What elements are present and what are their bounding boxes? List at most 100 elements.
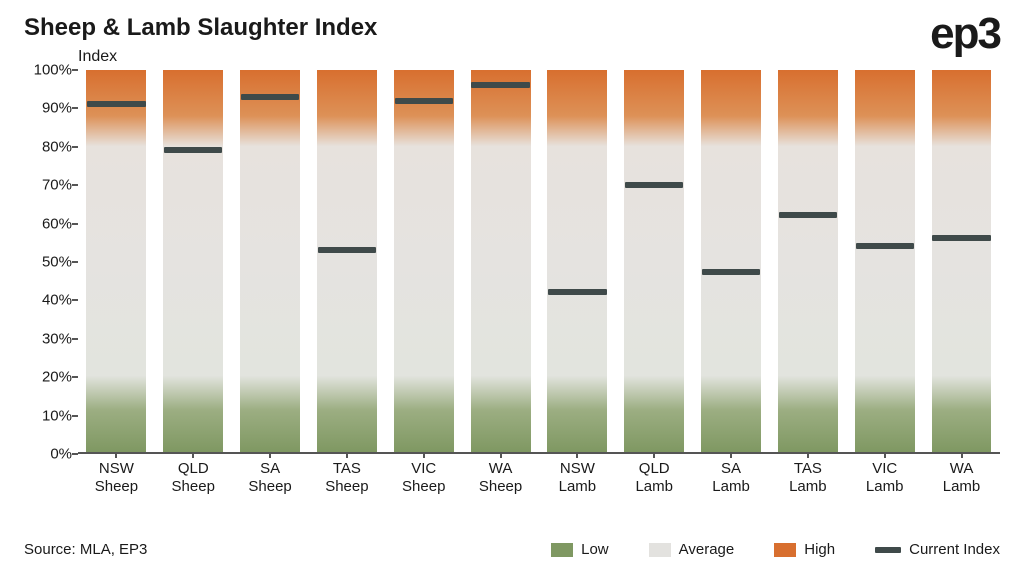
y-tick-label: 40% bbox=[42, 292, 72, 309]
current-index-marker bbox=[471, 82, 529, 88]
bar-column bbox=[923, 70, 1000, 452]
y-tick-label: 70% bbox=[42, 177, 72, 194]
header: Sheep & Lamb Slaughter Index ep3 bbox=[24, 14, 1000, 54]
legend-label: Average bbox=[679, 541, 735, 558]
x-tick-line1: VIC bbox=[385, 460, 462, 478]
y-tick-label: 60% bbox=[42, 215, 72, 232]
x-tick-label: SALamb bbox=[693, 454, 770, 500]
y-tick-label: 100% bbox=[34, 62, 72, 79]
x-tick-mark bbox=[269, 452, 271, 458]
legend-item: Low bbox=[551, 541, 609, 558]
x-tick-label: TASLamb bbox=[769, 454, 846, 500]
x-tick-line2: Lamb bbox=[923, 478, 1000, 496]
x-tick-label: NSWSheep bbox=[78, 454, 155, 500]
current-index-marker bbox=[625, 182, 683, 188]
x-tick-line2: Lamb bbox=[693, 478, 770, 496]
bar-column bbox=[846, 70, 923, 452]
y-axis: 0%10%20%30%40%50%60%70%80%90%100% bbox=[24, 70, 78, 454]
x-tick-label: SASheep bbox=[232, 454, 309, 500]
current-index-marker bbox=[164, 147, 222, 153]
bar-column bbox=[693, 70, 770, 452]
x-tick-line1: TAS bbox=[308, 460, 385, 478]
x-tick-mark bbox=[115, 452, 117, 458]
x-tick-mark bbox=[576, 452, 578, 458]
x-tick-mark bbox=[807, 452, 809, 458]
legend-swatch-icon bbox=[649, 543, 671, 557]
chart-title: Sheep & Lamb Slaughter Index bbox=[24, 14, 377, 42]
legend-label: High bbox=[804, 541, 835, 558]
legend-swatch-icon bbox=[774, 543, 796, 557]
x-tick-line1: WA bbox=[462, 460, 539, 478]
zone-bar bbox=[86, 70, 146, 452]
x-tick-line2: Lamb bbox=[616, 478, 693, 496]
legend-label: Current Index bbox=[909, 541, 1000, 558]
y-tick-label: 50% bbox=[42, 254, 72, 271]
source-text: Source: MLA, EP3 bbox=[24, 541, 147, 558]
current-index-marker bbox=[932, 235, 990, 241]
bars-group bbox=[78, 70, 1000, 452]
legend-item: Current Index bbox=[875, 541, 1000, 558]
legend: Low Average High Current Index bbox=[511, 541, 1000, 558]
zone-bar bbox=[163, 70, 223, 452]
x-tick-mark bbox=[884, 452, 886, 458]
x-tick-mark bbox=[500, 452, 502, 458]
x-tick-line1: TAS bbox=[769, 460, 846, 478]
x-tick-line2: Sheep bbox=[78, 478, 155, 496]
x-tick-line1: NSW bbox=[539, 460, 616, 478]
brand-logo: ep3 bbox=[930, 14, 1000, 54]
bar-column bbox=[385, 70, 462, 452]
bar-column bbox=[462, 70, 539, 452]
legend-item: High bbox=[774, 541, 835, 558]
current-index-marker bbox=[87, 101, 145, 107]
current-index-marker bbox=[702, 269, 760, 275]
x-tick-mark bbox=[346, 452, 348, 458]
x-tick-label: WASheep bbox=[462, 454, 539, 500]
zone-bar bbox=[932, 70, 992, 452]
legend-item: Average bbox=[649, 541, 735, 558]
zone-bar bbox=[394, 70, 454, 452]
bar-column bbox=[232, 70, 309, 452]
x-tick-line1: QLD bbox=[155, 460, 232, 478]
zone-bar bbox=[240, 70, 300, 452]
x-tick-line2: Lamb bbox=[539, 478, 616, 496]
current-index-marker bbox=[395, 98, 453, 104]
x-tick-line1: SA bbox=[693, 460, 770, 478]
y-tick-label: 20% bbox=[42, 369, 72, 386]
x-tick-line2: Lamb bbox=[846, 478, 923, 496]
x-tick-line2: Sheep bbox=[155, 478, 232, 496]
y-tick-label: 10% bbox=[42, 407, 72, 424]
footer: Source: MLA, EP3 Low Average High Current I… bbox=[24, 541, 1000, 558]
x-tick-mark bbox=[192, 452, 194, 458]
x-tick-line1: QLD bbox=[616, 460, 693, 478]
x-tick-label: NSWLamb bbox=[539, 454, 616, 500]
zone-bar bbox=[701, 70, 761, 452]
current-index-marker bbox=[318, 247, 376, 253]
current-index-marker bbox=[856, 243, 914, 249]
legend-label: Low bbox=[581, 541, 609, 558]
plot-area bbox=[78, 70, 1000, 454]
x-tick-label: QLDLamb bbox=[616, 454, 693, 500]
bar-column bbox=[308, 70, 385, 452]
y-tick-label: 0% bbox=[50, 446, 72, 463]
x-tick-line1: SA bbox=[232, 460, 309, 478]
chart-area: 0%10%20%30%40%50%60%70%80%90%100% NSWShe… bbox=[24, 70, 1000, 500]
bar-column bbox=[769, 70, 846, 452]
x-tick-line2: Sheep bbox=[308, 478, 385, 496]
zone-bar bbox=[624, 70, 684, 452]
zone-bar bbox=[855, 70, 915, 452]
x-tick-line1: NSW bbox=[78, 460, 155, 478]
x-tick-label: VICLamb bbox=[846, 454, 923, 500]
x-tick-line2: Lamb bbox=[769, 478, 846, 496]
x-tick-mark bbox=[653, 452, 655, 458]
legend-line-icon bbox=[875, 547, 901, 553]
x-tick-line2: Sheep bbox=[232, 478, 309, 496]
x-tick-mark bbox=[423, 452, 425, 458]
bar-column bbox=[539, 70, 616, 452]
x-tick-label: WALamb bbox=[923, 454, 1000, 500]
x-tick-label: TASSheep bbox=[308, 454, 385, 500]
x-tick-line1: VIC bbox=[846, 460, 923, 478]
zone-bar bbox=[317, 70, 377, 452]
x-tick-line2: Sheep bbox=[385, 478, 462, 496]
legend-swatch-icon bbox=[551, 543, 573, 557]
x-tick-label: QLDSheep bbox=[155, 454, 232, 500]
